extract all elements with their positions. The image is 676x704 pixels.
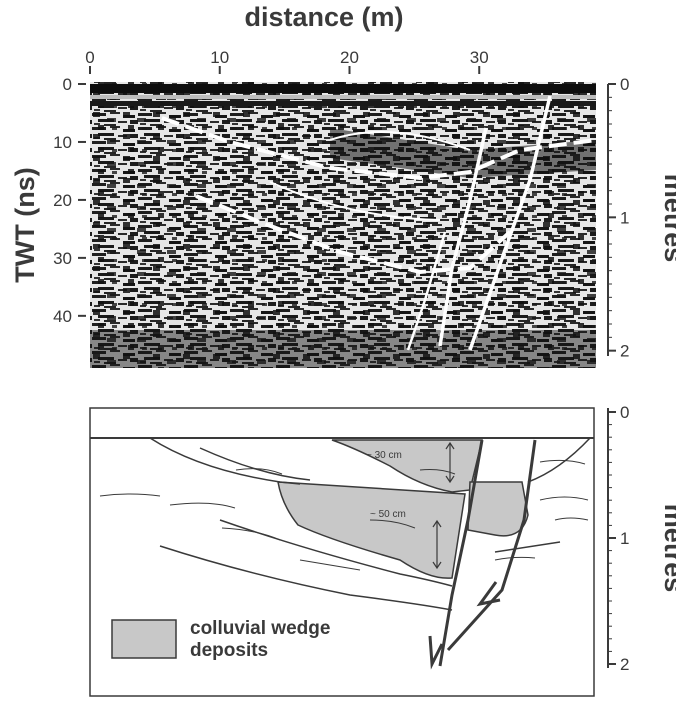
top-x-axis-title: distance (m) (244, 2, 403, 32)
top-y-right-axis-title: metres (659, 174, 676, 263)
legend-label-line1: colluvial wedge (190, 618, 330, 639)
legend-swatch (111, 619, 177, 659)
y-left-tick-label: 40 (53, 307, 72, 326)
top-y-left-ticks: 0 10 20 30 40 (53, 75, 86, 326)
legend: colluvial wedge deposits (111, 618, 330, 661)
legend-label-line2: deposits (190, 640, 268, 661)
bottom-y-tick-label: 0 (620, 403, 629, 422)
lower-wedge-thickness-label: ~ 50 cm (370, 509, 406, 520)
y-left-tick-label: 10 (53, 133, 72, 152)
bottom-y-right-axis-title: metres (659, 504, 676, 593)
y-right-tick-label: 1 (620, 208, 629, 227)
bottom-y-tick-label: 2 (620, 655, 629, 674)
x-tick-label: 20 (340, 48, 359, 67)
y-left-tick-label: 20 (53, 191, 72, 210)
y-left-tick-label: 30 (53, 249, 72, 268)
upper-wedge-thickness-label: ~ 30 cm (366, 450, 402, 461)
y-left-tick-label: 0 (63, 75, 72, 94)
bottom-y-right-ticks: 0 1 2 (608, 403, 629, 674)
x-tick-label: 30 (470, 48, 489, 67)
top-y-right-ticks: 0 1 2 (608, 75, 629, 361)
top-y-left-axis-title: TWT (ns) (10, 167, 40, 282)
top-x-ticks: 0 10 20 30 (85, 48, 489, 74)
bottom-y-tick-label: 1 (620, 529, 629, 548)
x-tick-label: 10 (210, 48, 229, 67)
x-tick-label: 0 (85, 48, 94, 67)
y-right-tick-label: 0 (620, 75, 629, 94)
interpretation-section: ~ 30 cm ~ 50 cm colluvial wedge deposits (89, 407, 595, 697)
radar-profile-image (90, 82, 596, 368)
y-right-tick-label: 2 (620, 342, 629, 361)
